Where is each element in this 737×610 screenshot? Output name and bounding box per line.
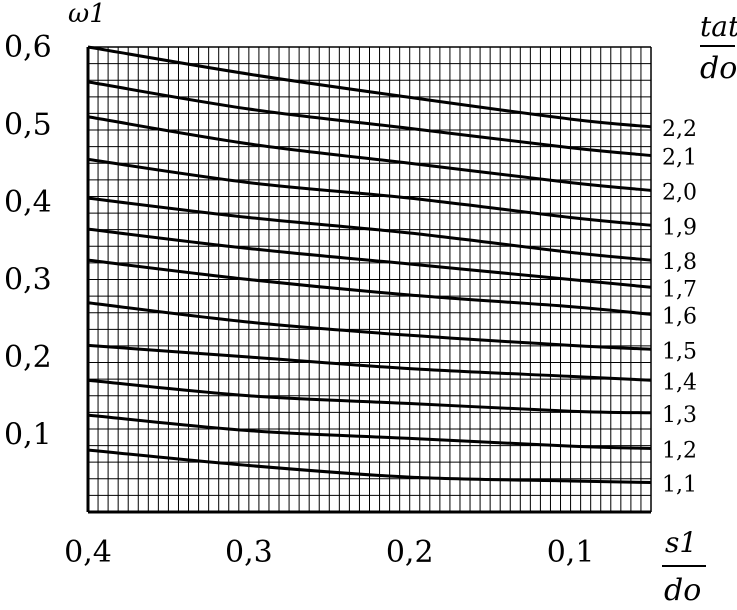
curve-label-1-4: 1,4 [662, 370, 697, 395]
curve-1-2 [87, 413, 652, 450]
x-tick-label: 0,4 [64, 535, 112, 570]
curve-label-1-1: 1,1 [662, 473, 697, 498]
curve-label-2-0: 2,0 [662, 180, 697, 205]
y-axis-label: ω1 [68, 0, 106, 29]
y-tick-labels: 0,6 0,5 0,4 0,3 0,2 0,1 [4, 30, 52, 453]
x-tick-label: 0,2 [386, 535, 434, 570]
curve-1-1 [87, 448, 652, 485]
legend-title-numerator: tat [700, 10, 737, 43]
curve-label-1-8: 1,8 [662, 250, 697, 275]
y-tick-label: 0,2 [4, 340, 52, 375]
y-tick-label: 0,6 [4, 30, 52, 65]
curve-1-3 [87, 378, 652, 415]
legend-title-denominator: do [700, 51, 737, 86]
curve-labels: 2,2 2,1 2,0 1,9 1,81,71,6 1,5 1,4 1,3 1,2 1,1 [662, 117, 697, 498]
x-tick-labels: 0,4 0,3 0,2 0,1 [64, 535, 594, 570]
x-tick-label: 0,1 [547, 535, 595, 570]
curve-2-0 [87, 115, 652, 192]
curve-label-1-9: 1,9 [662, 215, 697, 240]
curve-1-9 [87, 157, 652, 227]
y-tick-label: 0,5 [4, 108, 52, 143]
curve-1-4 [87, 343, 652, 382]
x-axis-label-numerator: s1 [665, 526, 697, 559]
curve-label-1-5: 1,5 [662, 339, 697, 364]
curve-label-1-2: 1,2 [662, 438, 697, 463]
chart-curves [87, 45, 652, 485]
y-tick-label: 0,4 [4, 185, 52, 220]
x-tick-label: 0,3 [225, 535, 273, 570]
y-tick-label: 0,3 [4, 263, 52, 298]
curve-2-2 [87, 45, 652, 129]
plot-frame [86, 46, 652, 514]
curve-label-1-7: 1,7 [662, 277, 697, 302]
curve-label-1-3: 1,3 [662, 403, 697, 428]
curve-2-1 [87, 80, 652, 157]
curve-label-1-6: 1,6 [662, 304, 697, 329]
x-axis-label: s1 do [662, 526, 706, 608]
x-axis-label-denominator: do [664, 573, 701, 608]
curve-1-6 [87, 258, 652, 316]
curve-1-8 [87, 196, 652, 262]
curve-1-7 [87, 227, 652, 289]
curve-label-2-2: 2,2 [662, 117, 697, 142]
curve-1-5 [87, 301, 652, 351]
curve-label-2-1: 2,1 [662, 146, 697, 171]
legend-title: tat do [700, 10, 737, 86]
y-tick-label: 0,1 [4, 418, 52, 453]
